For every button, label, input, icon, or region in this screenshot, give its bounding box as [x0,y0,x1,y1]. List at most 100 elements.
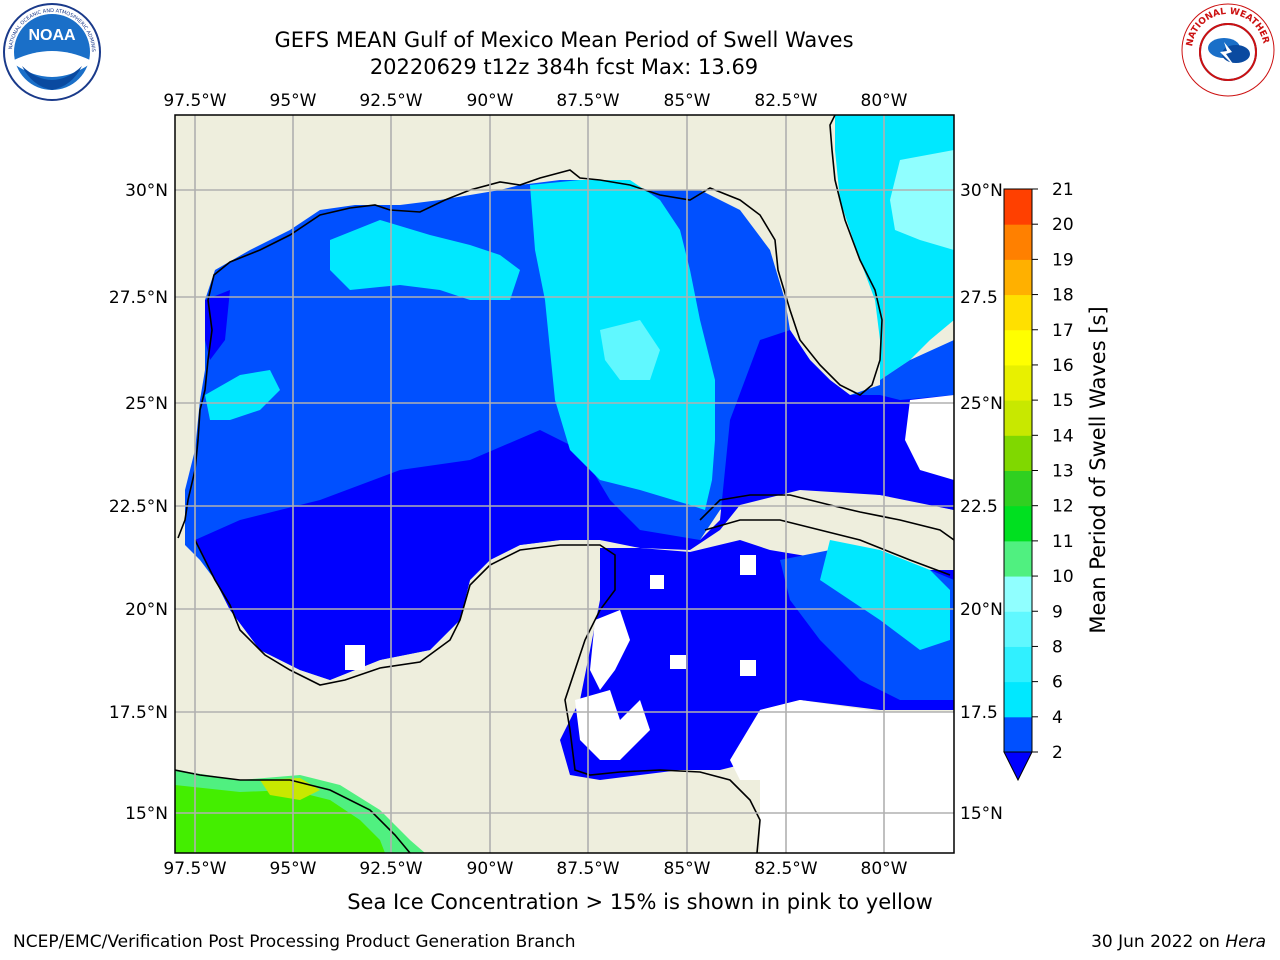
pacific-brightgreen-area [175,785,385,853]
colorbar-swatch [1004,189,1032,225]
lat-label: 20°N [960,600,1003,620]
lon-label: 92.5°W [359,859,422,879]
colorbar-swatch [1004,224,1032,260]
lon-label: 97.5°W [163,859,226,879]
lat-label: 15°N [960,804,1003,824]
west-cyan-patch [205,370,280,420]
colorbar-tick-label: 19 [1052,250,1074,270]
lon-label: 87.5°W [556,91,619,111]
lon-label: 85°W [664,859,711,879]
lon-label: 80°W [861,91,908,111]
colorbar-tick-label: 20 [1052,215,1074,235]
coastlines [175,115,954,853]
colorbar-tick-label: 21 [1052,180,1074,200]
map-field [175,115,954,853]
colorbar-swatch [1004,329,1032,366]
lat-label: 25°N [125,394,168,414]
lon-label: 80°W [861,859,908,879]
atlantic-lightcyan [890,150,954,250]
lon-label: 82.5°W [754,91,817,111]
nws-logo: NATIONAL WEATHER SERVICE [1180,2,1275,97]
footer-date: 30 Jun 2022 on Hera [1091,932,1266,952]
bahamas-blue [880,340,954,400]
southwest-darkblue-coast [205,290,230,360]
lat-labels-right: 30°N 27.5 25°N 22.5 20°N 17.5 15°N [960,181,1003,824]
colorbar-swatch [1004,364,1032,401]
lon-label: 87.5°W [556,859,619,879]
lon-label: 95°W [270,91,317,111]
colorbar-swatch [1004,294,1032,331]
svg-text:NOAA: NOAA [28,27,76,44]
lat-label: 27.5°N [109,288,168,308]
colorbar-tick-label: 11 [1052,532,1074,552]
lon-label: 90°W [467,91,514,111]
colorbar-swatch [1004,646,1032,683]
noaa-logo: NOAA NATIONAL OCEANIC AND ATMOSPHERIC AD… [2,2,101,101]
colorbar-tick-label: 9 [1052,602,1063,622]
colorbar: 2 4 6 8 9 10 11 12 13 14 15 16 17 18 19 20 21 [1003,180,1074,782]
colorbar-tick-label: 17 [1052,321,1074,341]
colorbar-label: Mean Period of Swell Waves [s] [1086,306,1110,633]
lat-label: 30°N [125,181,168,201]
no-data-patch [650,575,664,589]
colorbar-tick-label: 16 [1052,356,1074,376]
lon-label: 95°W [270,859,317,879]
colorbar-swatch [1004,681,1032,718]
colorbar-tick-label: 12 [1052,497,1074,517]
colorbar-swatch [1004,540,1032,577]
lon-label: 90°W [467,859,514,879]
colorbar-tick-label: 6 [1052,673,1063,693]
no-data-patch [670,655,686,669]
sea-ice-caption: Sea Ice Concentration > 15% is shown in … [347,890,933,914]
colorbar-tick-label: 10 [1052,567,1074,587]
lon-label: 82.5°W [754,859,817,879]
lat-label: 20°N [125,600,168,620]
colorbar-swatch [1004,576,1032,612]
lat-label: 25°N [960,394,1003,414]
colorbar-swatch [1004,611,1032,647]
lon-label: 97.5°W [163,91,226,111]
lat-label: 30°N [960,181,1003,201]
footer-producer: NCEP/EMC/Verification Post Processing Pr… [13,932,576,952]
no-data-patch [740,555,756,575]
lat-label: 22.5 [960,497,998,517]
lon-labels-bottom: 97.5°W 95°W 92.5°W 90°W 87.5°W 85°W 82.5… [163,859,907,879]
colorbar-tick-label: 4 [1052,708,1063,728]
lat-labels-left: 30°N 27.5°N 25°N 22.5°N 20°N 17.5°N 15°N [109,181,168,824]
lat-label: 17.5°N [109,703,168,723]
colorbar-tick-label: 13 [1052,462,1074,482]
no-data-area-honduras [590,610,630,690]
colorbar-tick-label: 18 [1052,286,1074,306]
colorbar-swatch [1004,435,1032,471]
colorbar-tick-label: 14 [1052,426,1074,446]
colorbar-swatch [1004,259,1032,296]
colorbar-swatch [1004,505,1032,542]
footer-date-text: 30 Jun 2022 on [1091,932,1226,952]
lat-label: 17.5 [960,703,998,723]
caribbean-cyan [820,540,950,650]
map-gridlines [175,115,954,853]
no-data-area-east [905,395,954,480]
colorbar-extend-arrow [1003,751,1033,782]
colorbar-swatch [1004,716,1032,753]
northwest-cyan-patch [330,220,520,300]
colorbar-tick-label: 2 [1052,743,1063,763]
lat-label: 27.5 [960,288,998,308]
footer-host: Hera [1225,932,1266,952]
map-subtitle: 20220629 t12z 384h fcst Max: 13.69 [369,55,759,79]
colorbar-swatch [1004,470,1032,507]
central-lightcyan-patch [600,320,660,380]
gulf-water-darkblue [195,330,954,680]
colorbar-swatch [1004,400,1032,436]
lon-label: 85°W [664,91,711,111]
no-data-patch [740,660,756,676]
no-data-area-belize [575,690,650,760]
lat-label: 22.5°N [109,497,168,517]
lon-label: 92.5°W [359,91,422,111]
no-data-area-south [730,700,954,853]
lon-labels-top: 97.5°W 95°W 92.5°W 90°W 87.5°W 85°W 82.5… [163,91,907,111]
lat-label: 15°N [125,804,168,824]
colorbar-tick-label: 15 [1052,391,1074,411]
no-data-patch [345,645,365,670]
